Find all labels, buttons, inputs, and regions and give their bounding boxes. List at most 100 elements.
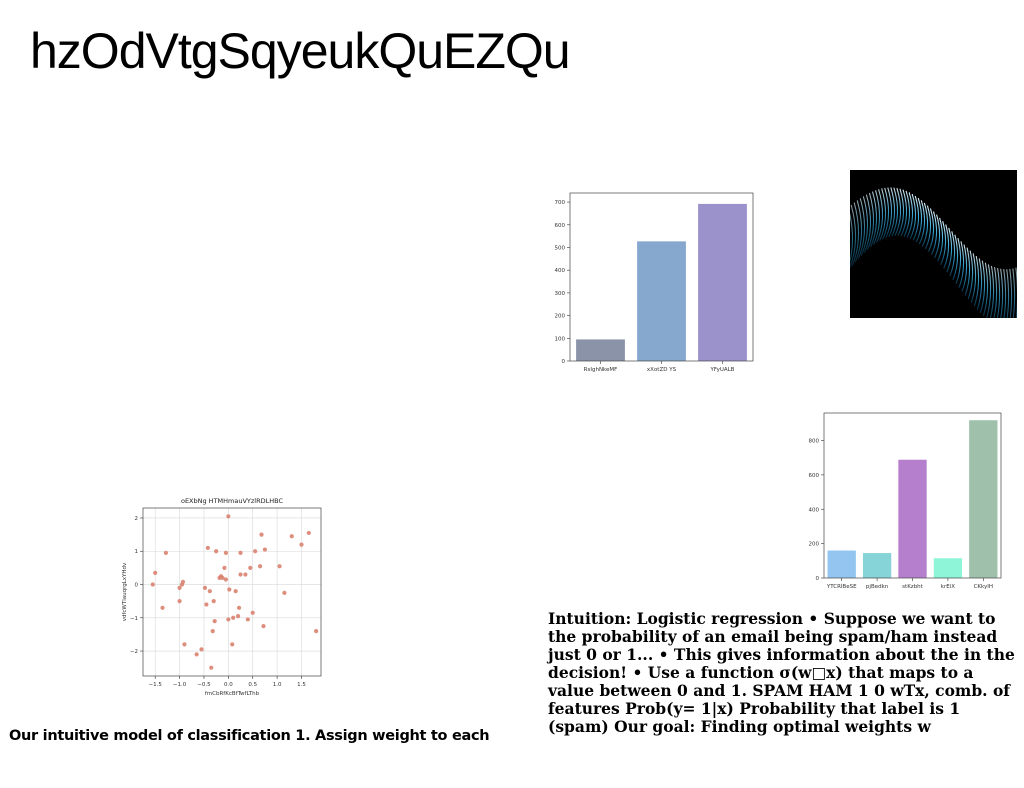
wave-stroke — [979, 260, 986, 314]
wave-stroke — [955, 237, 962, 285]
wave-stroke — [996, 268, 1001, 318]
scatter-point-46 — [282, 590, 287, 595]
wave-stroke — [903, 190, 911, 237]
wave-stroke — [976, 258, 983, 310]
wave-stroke — [860, 196, 869, 256]
wave-stroke — [1003, 269, 1007, 318]
y-tick-label: 400 — [809, 507, 820, 513]
wave-stroke — [940, 221, 947, 266]
wave-stroke — [931, 211, 938, 255]
scatter-point-11 — [202, 585, 208, 590]
scatter-point-28 — [227, 587, 232, 592]
x-tick-label: pjBedkn — [866, 584, 889, 590]
bar-CKkyIH — [969, 420, 998, 578]
scatter-chart: oEXbNg HTMHmauVYzlRDLHBC −1.5 −1.0 −0.5 0.0 0… — [122, 497, 322, 697]
y-tick-label: −1 — [130, 616, 138, 622]
slide-title: hzOdVtgSqyeukQuEZQu — [30, 23, 571, 79]
scatter-point-22 — [220, 575, 225, 580]
scatter-point-18 — [212, 619, 217, 624]
wave-stroke — [952, 234, 959, 281]
scatter-title: oEXbNg HTMHmauVYzlRDLHBC — [181, 497, 284, 505]
wave-stroke — [879, 188, 887, 242]
scatter-point-38 — [248, 565, 253, 570]
scatter-point-4 — [177, 599, 182, 604]
x-tick-label: 0.5 — [248, 682, 257, 688]
plot-frame — [142, 507, 322, 677]
wave-stroke — [906, 192, 914, 238]
wave-stroke — [1006, 269, 1010, 318]
wave-stroke — [912, 195, 920, 241]
scatter-point-17 — [211, 599, 216, 604]
scatter-point-2 — [160, 605, 165, 610]
scatter-point-1 — [153, 570, 158, 575]
scatter-point-10 — [199, 647, 204, 652]
plot-frame — [823, 412, 1002, 579]
bar-chart-1: RsIghNkeMF xXotZD YS YFyUALB 0 100 200 300 400 5… — [555, 192, 754, 373]
scatter-point-14 — [207, 589, 212, 594]
wave-stroke — [888, 187, 896, 238]
scatter-point-40 — [253, 549, 258, 554]
scatter-point-26 — [226, 617, 231, 622]
scatter-point-27 — [226, 514, 231, 519]
wave-stroke — [934, 214, 941, 259]
wave-stroke — [970, 253, 977, 304]
scatter-point-7 — [180, 579, 186, 584]
scatter-point-15 — [209, 665, 214, 670]
bar-pjBedkn — [862, 553, 892, 578]
x-tick-label: krEiX — [941, 584, 955, 590]
y-tick-label: 600 — [809, 473, 820, 479]
scatter-point-16 — [210, 628, 215, 634]
scatter-point-25 — [223, 550, 229, 556]
wave-stroke — [873, 190, 881, 245]
wave-stroke — [870, 191, 878, 248]
x-tick-label: CKkyIH — [974, 584, 993, 590]
wave-stroke — [982, 262, 989, 317]
scatter-point-32 — [235, 614, 241, 619]
x-tick-label: YTCRlBeSE — [826, 584, 857, 590]
wave-stroke — [967, 250, 974, 300]
wave-stroke — [894, 187, 902, 237]
x-tick-label: −0.5 — [197, 682, 211, 688]
x-tick-label: −1.5 — [149, 682, 163, 688]
y-tick-label: 0 — [135, 583, 139, 589]
wave-stroke — [882, 187, 890, 240]
wave-stroke — [924, 205, 932, 250]
y-tick-label: 200 — [809, 542, 820, 548]
x-tick-label: −1.0 — [173, 682, 187, 688]
scatter-point-36 — [243, 572, 248, 577]
scatter-point-9 — [194, 652, 199, 657]
y-tick-label: 600 — [555, 223, 566, 229]
wave-stroke — [851, 202, 860, 266]
scatter-point-29 — [230, 642, 235, 647]
wave-stroke — [989, 265, 995, 318]
scatter-point-13 — [205, 545, 210, 551]
wave-stroke — [1015, 267, 1017, 318]
scatter-point-47 — [289, 534, 294, 539]
x-tick-label: 1.0 — [273, 682, 282, 688]
scatter-point-35 — [238, 550, 243, 556]
abstract-blue-wave-image — [850, 170, 1017, 318]
bar-krEiX — [933, 558, 963, 578]
wave-stroke — [943, 224, 950, 269]
plot-frame — [569, 192, 754, 362]
wave-stroke — [918, 200, 926, 245]
bar-chart-2: YTCRlBeSE pjBedkn stKzbht krEiX CKkyIH 0 200 40… — [809, 412, 1002, 590]
wave-stroke — [915, 197, 923, 243]
scatter-point-0 — [150, 582, 155, 587]
wave-stroke — [876, 189, 884, 243]
wave-stroke — [1009, 268, 1013, 318]
y-tick-label: 400 — [555, 268, 566, 274]
y-tick-label: 100 — [555, 336, 566, 342]
bar-RsIghNkeMF — [576, 339, 625, 361]
wave-stroke — [863, 194, 872, 253]
x-tick-label: stKzbht — [902, 584, 923, 590]
scatter-point-19 — [214, 549, 219, 554]
scatter-point-44 — [262, 547, 268, 552]
scatter-point-48 — [299, 542, 304, 547]
wave-stroke — [993, 267, 998, 318]
scatter-point-23 — [222, 565, 227, 570]
wave-stroke — [949, 231, 956, 277]
y-tick-label: 500 — [555, 245, 566, 251]
wave-stroke — [900, 189, 908, 237]
x-axis-label: fmCbRfKcBfTwfLThb — [205, 691, 260, 697]
